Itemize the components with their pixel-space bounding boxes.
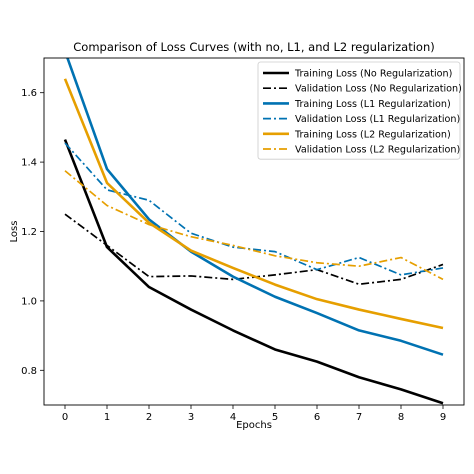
x-axis: 0 1 2 3 4 5 6 7 8 9 — [62, 405, 446, 423]
x-tick-label: 7 — [356, 412, 362, 423]
chart-title: Comparison of Loss Curves (with no, L1, … — [73, 40, 435, 54]
series-line-1 — [63, 139, 444, 405]
y-tick-label: 0.8 — [21, 366, 37, 377]
x-tick-label: 3 — [188, 412, 194, 423]
y-axis-title: Loss — [9, 221, 20, 243]
x-tick-label: 6 — [314, 412, 320, 423]
legend-label: Training Loss (No Regularization) — [294, 69, 452, 80]
legend: Training Loss (No Regularization) Validat… — [257, 61, 462, 160]
y-tick-label: 1.0 — [21, 296, 37, 307]
legend-label: Validation Loss (No Regularization) — [295, 84, 462, 95]
x-tick-label: 0 — [62, 412, 68, 423]
y-tick-label: 1.2 — [21, 227, 37, 238]
legend-label: Validation Loss (L2 Regularization) — [295, 145, 460, 156]
series-line-4 — [64, 142, 444, 276]
x-tick-label: 5 — [272, 412, 278, 423]
x-tick-label: 8 — [398, 412, 404, 423]
series-line-5 — [63, 78, 444, 330]
x-tick-label: 2 — [146, 412, 152, 423]
legend-label: Validation Loss (L1 Regularization) — [295, 114, 460, 125]
series-layer — [63, 58, 444, 405]
x-tick-label: 1 — [104, 412, 110, 423]
legend-box — [257, 61, 461, 160]
y-tick-label: 1.4 — [21, 158, 37, 169]
y-axis: 0.8 1.0 1.2 1.4 1.6 — [21, 88, 44, 377]
x-tick-label: 9 — [440, 412, 446, 423]
y-tick-label: 1.6 — [21, 88, 37, 99]
x-axis-title: Epochs — [236, 420, 272, 431]
legend-label: Training Loss (L2 Regularization) — [294, 129, 451, 140]
series-line-6 — [64, 170, 444, 281]
legend-label: Training Loss (L1 Regularization) — [294, 99, 451, 110]
x-tick-label: 4 — [230, 412, 236, 423]
